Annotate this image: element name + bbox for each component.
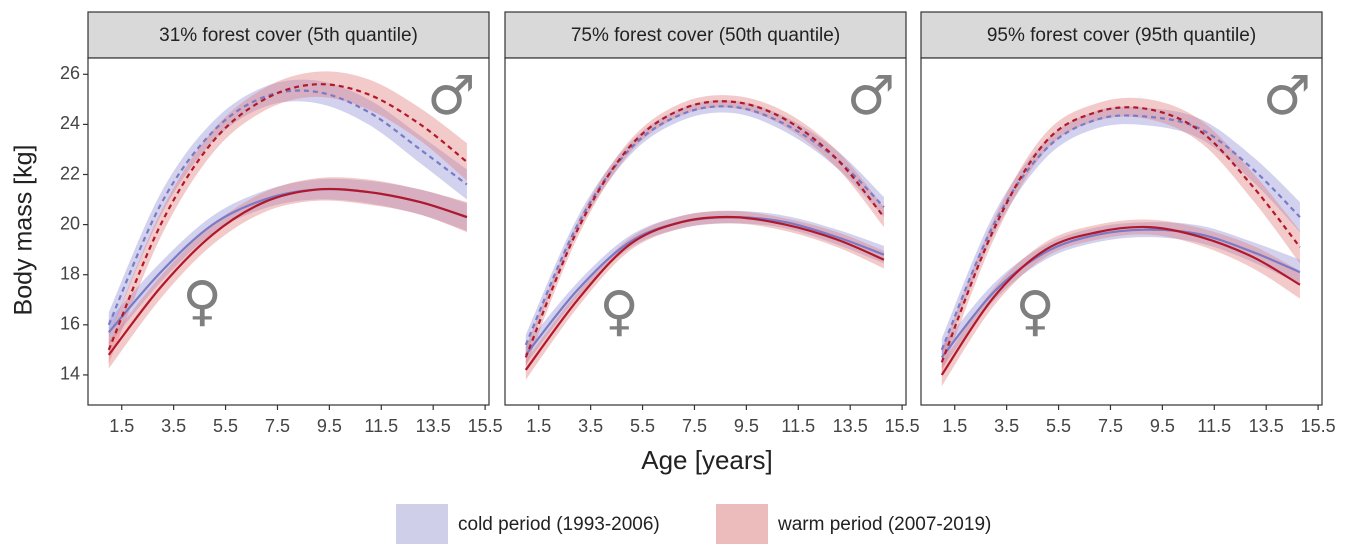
sex-symbol: ♀ bbox=[182, 269, 222, 332]
y-tick-label: 22 bbox=[60, 163, 80, 183]
x-tick-label: 5.5 bbox=[213, 416, 238, 436]
line bbox=[524, 105, 885, 346]
x-tick-label: 7.5 bbox=[265, 416, 290, 436]
ribbon bbox=[525, 210, 884, 365]
ribbon bbox=[525, 95, 884, 368]
x-tick-label: 7.5 bbox=[1098, 416, 1123, 436]
ribbon bbox=[108, 79, 467, 338]
strip bbox=[920, 11, 1323, 59]
x-tick-label: 1.5 bbox=[942, 416, 967, 436]
legend-swatch bbox=[396, 504, 448, 544]
sex-symbol: ♂ bbox=[427, 64, 475, 127]
x-tick-label: 15.5 bbox=[1301, 416, 1336, 436]
panel-background bbox=[505, 58, 906, 405]
x-tick-label: 5.5 bbox=[630, 416, 655, 436]
ribbon bbox=[941, 106, 1300, 362]
panel-border bbox=[504, 57, 907, 406]
line bbox=[107, 89, 468, 326]
panel-title: 31% forest cover (5th quantile) bbox=[159, 25, 418, 46]
y-tick-label: 20 bbox=[60, 213, 80, 233]
ribbon bbox=[525, 100, 884, 355]
ribbon bbox=[108, 177, 467, 369]
x-tick-label: 9.5 bbox=[317, 416, 342, 436]
ribbon bbox=[941, 97, 1300, 374]
sex-symbol: ♀ bbox=[599, 279, 639, 342]
y-tick-label: 24 bbox=[60, 113, 80, 133]
line bbox=[524, 100, 885, 358]
y-tick-label: 18 bbox=[60, 263, 80, 283]
line bbox=[107, 83, 468, 351]
x-tick-label: 3.5 bbox=[161, 416, 186, 436]
panel-title: 75% forest cover (50th quantile) bbox=[571, 25, 840, 46]
strip bbox=[504, 11, 907, 59]
line bbox=[940, 228, 1301, 359]
line bbox=[940, 225, 1301, 376]
x-tick-label: 11.5 bbox=[781, 416, 815, 436]
x-tick-label: 15.5 bbox=[468, 416, 503, 436]
x-tick-label: 11.5 bbox=[364, 416, 398, 436]
panel-title: 95% forest cover (95th quantile) bbox=[987, 25, 1256, 46]
x-tick-label: 3.5 bbox=[578, 416, 603, 436]
strip bbox=[87, 11, 490, 59]
x-axis-label: Age [years] bbox=[641, 445, 773, 475]
x-tick-label: 13.5 bbox=[416, 416, 451, 436]
x-tick-label: 15.5 bbox=[885, 416, 920, 436]
line bbox=[940, 106, 1301, 363]
y-tick-label: 16 bbox=[60, 314, 80, 334]
x-tick-label: 5.5 bbox=[1046, 416, 1071, 436]
x-tick-label: 9.5 bbox=[734, 416, 759, 436]
panel-border bbox=[87, 57, 490, 406]
sex-symbol: ♀ bbox=[1015, 279, 1055, 342]
panel-background bbox=[88, 58, 489, 405]
y-axis-label: Body mass [kg] bbox=[10, 145, 38, 316]
ribbon bbox=[108, 178, 467, 345]
y-tick-label: 26 bbox=[60, 63, 80, 83]
x-tick-label: 13.5 bbox=[833, 416, 868, 436]
legend-label: warm period (2007-2019) bbox=[777, 514, 991, 535]
x-tick-label: 11.5 bbox=[1197, 416, 1231, 436]
legend-swatch bbox=[716, 504, 768, 544]
sex-symbol: ♂ bbox=[1263, 64, 1311, 127]
x-tick-label: 7.5 bbox=[682, 416, 707, 436]
panel-border bbox=[920, 57, 1323, 406]
line bbox=[524, 215, 885, 371]
line bbox=[940, 114, 1301, 351]
x-tick-label: 1.5 bbox=[526, 416, 551, 436]
y-tick-label: 14 bbox=[60, 364, 80, 384]
legend-label: cold period (1993-2006) bbox=[458, 514, 660, 535]
x-tick-label: 9.5 bbox=[1150, 416, 1175, 436]
line bbox=[107, 187, 468, 356]
x-tick-label: 13.5 bbox=[1249, 416, 1284, 436]
x-tick-label: 1.5 bbox=[109, 416, 134, 436]
sex-symbol: ♂ bbox=[847, 64, 895, 127]
x-tick-label: 3.5 bbox=[994, 416, 1019, 436]
